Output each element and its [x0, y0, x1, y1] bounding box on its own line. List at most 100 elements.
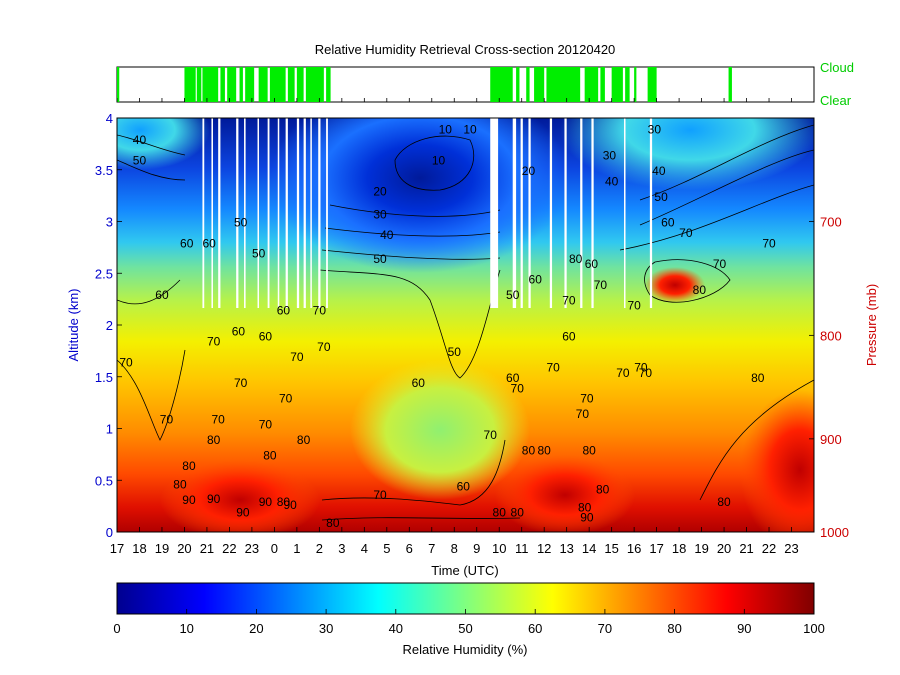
x-tick-label: 5 — [383, 541, 390, 556]
cloud-bar — [600, 67, 605, 102]
no-data-gap — [591, 118, 594, 308]
cloud-bar — [196, 67, 202, 102]
contour-label: 10 — [439, 123, 453, 137]
clear-label: Clear — [820, 93, 852, 108]
x-tick-label: 4 — [361, 541, 368, 556]
no-data-gap — [326, 118, 328, 308]
pressure-tick-label: 900 — [820, 432, 842, 447]
x-tick-label: 14 — [582, 541, 596, 556]
colorbar-tick-label: 30 — [319, 621, 333, 636]
cloud-bar — [269, 67, 286, 102]
contour-label: 50 — [448, 345, 462, 359]
no-data-gap — [318, 118, 321, 308]
contour-label: 20 — [373, 185, 387, 199]
cloud-bar — [534, 67, 545, 102]
x-tick-label: 2 — [316, 541, 323, 556]
contour-label: 90 — [182, 493, 196, 507]
colorbar: 0 10 20 30 40 50 60 70 80 90 100 — [113, 582, 825, 636]
cloud-bar — [490, 67, 513, 102]
contour-label: 80 — [693, 283, 707, 297]
contour-label: 80 — [582, 443, 596, 457]
contour-label: 70 — [290, 350, 304, 364]
x-tick-label: 13 — [559, 541, 573, 556]
pressure-tick-label: 800 — [820, 328, 842, 343]
no-data-gap — [564, 118, 567, 308]
x-tick-label: 20 — [717, 541, 731, 556]
no-data-gap — [202, 118, 205, 308]
colorbar-tick-label: 40 — [389, 621, 403, 636]
no-data-gap — [296, 118, 300, 308]
altitude-axis: 0 0.5 1 1.5 2 2.5 3 3.5 4 — [95, 111, 122, 540]
cloud-bar — [625, 67, 630, 102]
altitude-axis-label: Altitude (km) — [66, 289, 81, 362]
contour-label: 80 — [277, 495, 291, 509]
contour-label: 80 — [263, 449, 277, 463]
pressure-axis-label: Pressure (mb) — [864, 284, 879, 366]
contour-label: 40 — [380, 228, 394, 242]
contour-label: 90 — [580, 511, 594, 525]
no-data-gap — [549, 118, 553, 308]
contour-label: 60 — [661, 216, 675, 230]
cloud-bar — [546, 67, 581, 102]
contour-label: 30 — [373, 207, 387, 221]
contour-label: 70 — [207, 335, 221, 349]
contour-label: 70 — [313, 304, 327, 318]
cloud-bar — [202, 67, 219, 102]
contour-label: 80 — [511, 505, 525, 519]
contour-label: 60 — [585, 257, 599, 271]
cloud-indicator-panel: Cloud Clear — [116, 60, 854, 108]
x-tick-label: 6 — [406, 541, 413, 556]
contour-label: 70 — [713, 257, 727, 271]
contour-label: 70 — [511, 381, 525, 395]
x-tick-label: 20 — [177, 541, 191, 556]
x-tick-label: 22 — [222, 541, 236, 556]
colorbar-tick-label: 10 — [179, 621, 193, 636]
y-tick-label: 3 — [106, 215, 113, 230]
contour-label: 50 — [373, 252, 387, 266]
contour-label: 90 — [283, 498, 297, 512]
contour-label: 60 — [412, 376, 426, 390]
pressure-tick-label: 700 — [820, 215, 842, 230]
contour-label: 80 — [182, 459, 196, 473]
contour-label: 50 — [252, 247, 266, 261]
x-tick-label: 17 — [110, 541, 124, 556]
contour-label: 70 — [119, 355, 133, 369]
no-data-gap — [520, 118, 523, 308]
contour-label: 70 — [484, 428, 498, 442]
contour-label: 70 — [259, 418, 273, 432]
contour-label: 50 — [506, 288, 520, 302]
contour-label: 80 — [207, 433, 221, 447]
x-tick-label: 3 — [338, 541, 345, 556]
cloud-bar — [296, 67, 304, 102]
contour-label: 80 — [173, 478, 187, 492]
contour-label: 80 — [717, 495, 731, 509]
contour-label: 60 — [203, 236, 217, 250]
contour-label: 90 — [236, 505, 250, 519]
no-data-gap — [490, 118, 499, 308]
x-tick-label: 10 — [492, 541, 506, 556]
contour-label: 80 — [578, 500, 592, 514]
cloud-bar — [227, 67, 237, 102]
contour-label: 90 — [259, 495, 273, 509]
cloud-bar — [305, 67, 324, 102]
no-data-gap — [512, 118, 517, 308]
contour-label: 80 — [493, 505, 507, 519]
x-tick-label: 18 — [132, 541, 146, 556]
contour-label: 60 — [529, 273, 543, 287]
no-data-gap — [218, 118, 221, 308]
pressure-axis: 700 800 900 1000 — [809, 215, 849, 540]
x-tick-label: 23 — [245, 541, 259, 556]
x-tick-label: 9 — [473, 541, 480, 556]
x-tick-label: 21 — [200, 541, 214, 556]
y-tick-label: 2 — [106, 318, 113, 333]
contour-label: 80 — [326, 516, 340, 530]
contour-label: 70 — [627, 298, 641, 312]
contour-label: 50 — [133, 154, 147, 168]
x-tick-label: 7 — [428, 541, 435, 556]
cloud-bar — [117, 67, 120, 102]
contour-label: 40 — [652, 164, 666, 178]
x-tick-label: 8 — [451, 541, 458, 556]
contour-label: 20 — [522, 164, 536, 178]
x-tick-label: 22 — [762, 541, 776, 556]
